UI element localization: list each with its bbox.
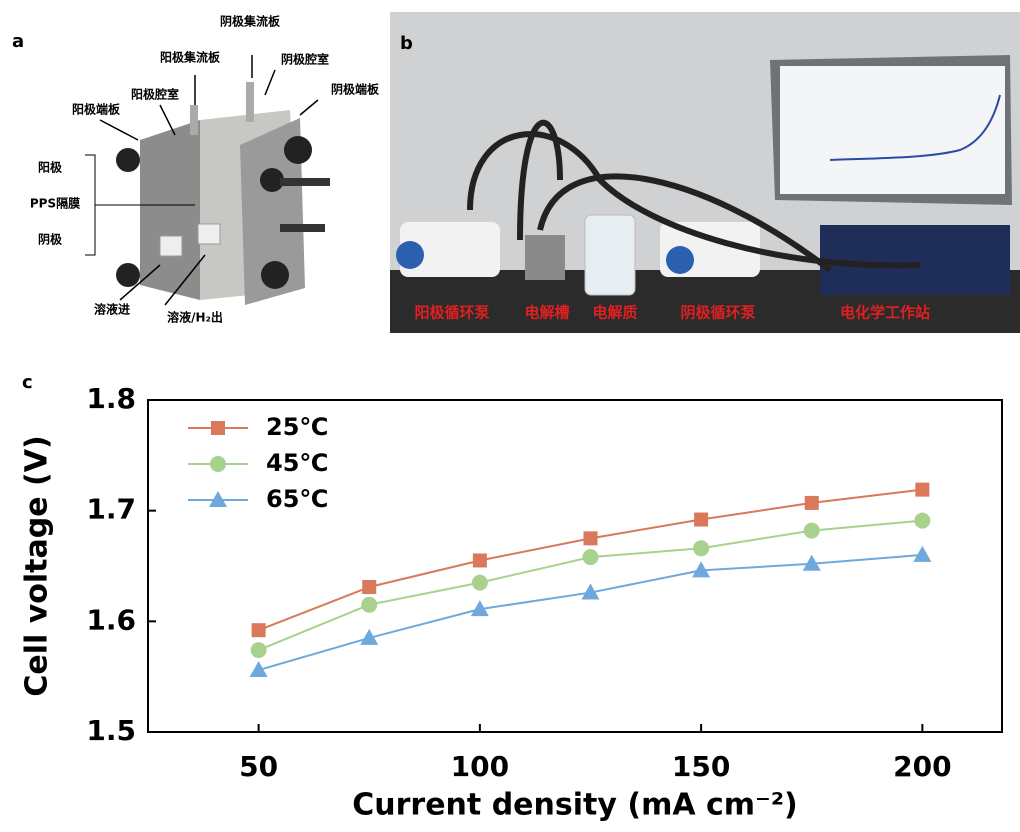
bolt [116,263,140,287]
x-tick-label: 100 [451,750,509,783]
series-line [258,553,923,671]
y-tick-label: 1.6 [86,603,136,636]
label: 阴极端板 [331,82,380,97]
panel-letter: c [22,372,33,393]
label: 电解质 [592,304,637,322]
marker [470,600,489,617]
plot-frame [147,399,1003,733]
marker [249,661,268,678]
marker [211,421,225,435]
pump [400,222,500,277]
pointer [99,55,319,306]
label: 阳极腔室 [131,87,179,102]
label: 阴极 [38,232,63,247]
marker [694,512,709,527]
bolt [116,148,140,172]
current-plate [190,105,198,135]
y-tick-label: 1.7 [86,493,136,526]
label: 阳极 [38,160,63,175]
marker [804,495,819,510]
marker [209,491,227,507]
label: 阳极端板 [72,102,121,117]
label: 溶液进 [94,302,130,317]
current-plate [246,82,254,122]
port [197,223,221,245]
bolt [261,261,289,289]
label: 电化学工作站 [840,304,930,322]
marker [802,554,821,571]
bracket [85,154,195,256]
marker [914,512,931,529]
workstation [820,225,1010,295]
panel-letter: b [400,33,413,54]
marker [581,583,600,600]
y-tick-label: 1.5 [86,714,136,747]
marker [583,531,598,546]
label: 溶液/H₂出 [167,310,223,325]
marker [692,561,711,578]
label: 阴极集流板 [220,14,281,29]
x-axis-label: Current density (mA cm⁻²) [352,788,797,823]
panel-b: b 阳极循环泵 电解槽 电解质 阴极循环泵 电化学工作站 [390,12,1020,333]
legend-label: 45℃ [266,449,328,477]
screen [780,66,1005,194]
marker [582,549,599,566]
pump-head [396,241,424,269]
label: PPS隔膜 [30,196,80,211]
bolt [260,168,284,192]
end-plate [240,118,305,305]
marker [251,623,266,638]
y-tick-label: 1.8 [86,382,136,415]
marker [362,580,377,595]
marker [361,596,378,613]
x-tick-label: 200 [893,750,951,783]
marker [471,574,488,591]
pump-head [666,246,694,274]
cell [525,235,565,280]
end-plate [140,120,200,300]
x-tick-label: 50 [239,750,278,783]
marker [693,540,710,557]
legend-label: 25℃ [266,413,328,441]
panel-c: c Current density (mA cm⁻²) Cell voltage… [20,372,1003,823]
panel-a: a 阴极集流板 阳极集流板 阴极腔室 阳极腔室 阴极端板 阳极端板 阳极 PPS… [12,14,380,325]
bolt [284,136,312,164]
beaker [584,214,636,296]
y-axis-label: Cell voltage (V) [20,435,55,696]
marker [913,545,932,562]
label: 电解槽 [524,304,569,322]
screen-curve [829,94,1001,161]
marker [250,642,267,659]
legend-label: 65℃ [266,485,328,513]
marker [915,482,930,497]
rod [280,178,330,186]
marker [360,628,379,645]
x-tick-label: 150 [672,750,730,783]
marker [803,522,820,539]
marker [472,553,487,568]
tube [467,119,921,273]
marker [210,456,226,472]
panel-letter: a [12,31,24,52]
rod [280,224,325,232]
label: 阳极循环泵 [414,304,489,322]
port [159,235,183,257]
label: 阳极集流板 [160,50,221,65]
label: 阴极腔室 [281,52,329,67]
label: 阴极循环泵 [680,304,755,322]
